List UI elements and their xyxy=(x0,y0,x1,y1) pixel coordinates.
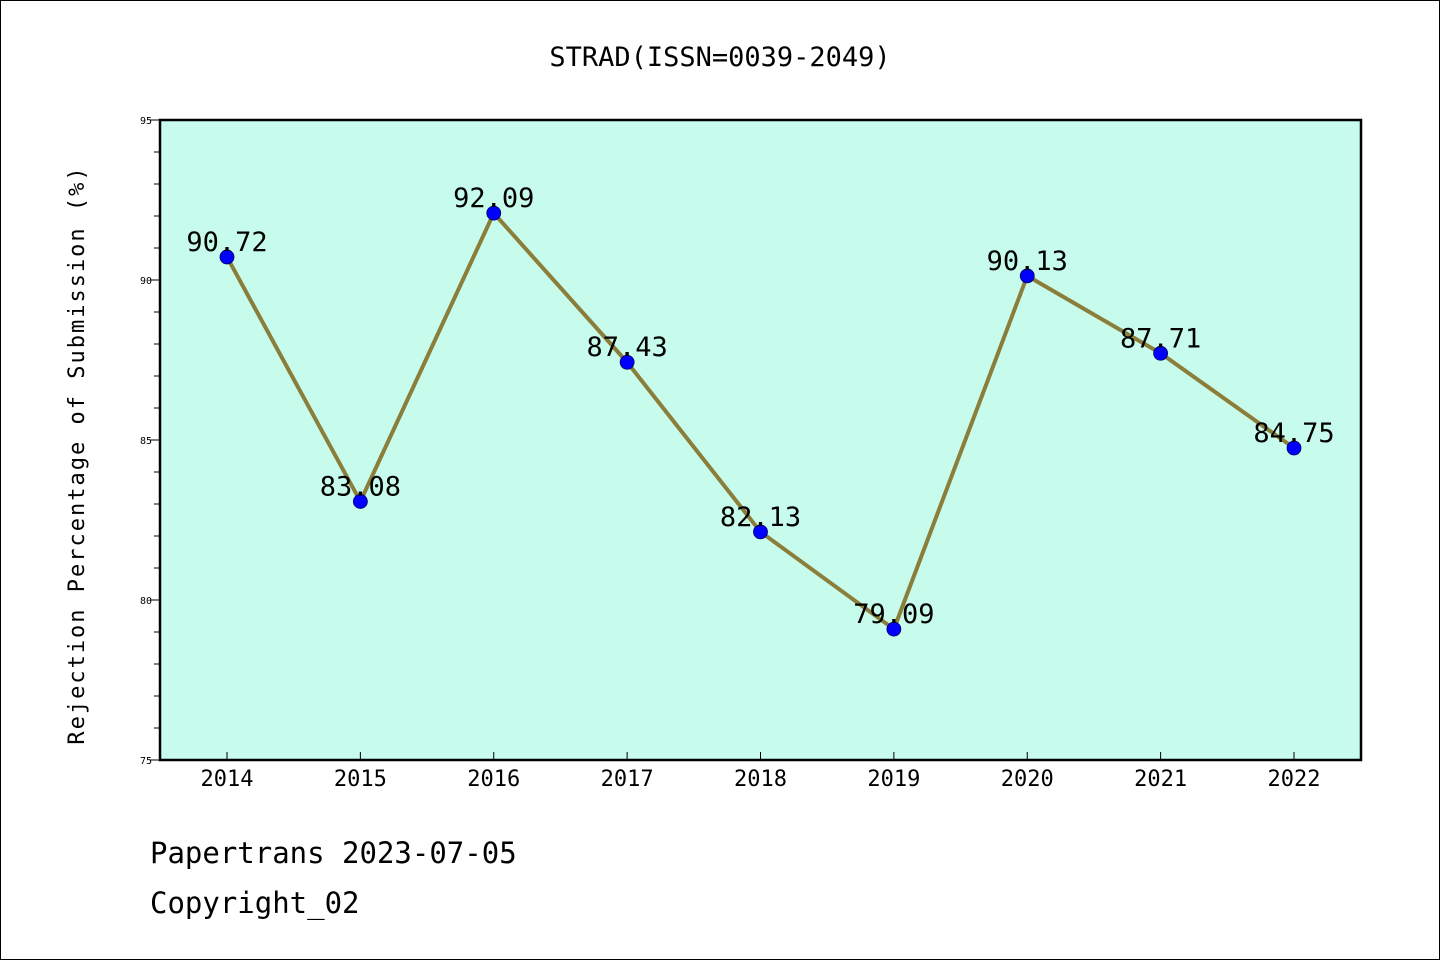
data-label: 82.13 xyxy=(720,502,801,533)
data-point xyxy=(886,621,902,637)
x-tick-label: 2019 xyxy=(867,767,920,792)
y-tick-label: 85 xyxy=(140,436,152,447)
data-label: 92.09 xyxy=(453,183,534,214)
y-axis: 75 80 85 90 95 xyxy=(140,116,160,767)
data-label: 87.43 xyxy=(586,332,667,363)
y-axis-label: Rejection Percentage of Submission (%) xyxy=(65,165,90,744)
data-point xyxy=(1286,440,1302,456)
data-label: 84.75 xyxy=(1253,418,1334,449)
data-point xyxy=(1019,268,1035,284)
data-label: 90.13 xyxy=(987,246,1068,277)
x-tick-label: 2015 xyxy=(334,767,387,792)
data-label: 87.71 xyxy=(1120,323,1201,354)
data-point xyxy=(1153,345,1169,361)
copyright-note: Copyright_02 xyxy=(150,886,360,920)
data-point xyxy=(219,249,235,265)
y-tick-label: 95 xyxy=(140,116,152,127)
x-axis: 2014 2015 2016 2017 2018 2019 2020 2021 2022 xyxy=(201,752,1321,792)
data-label: 79.09 xyxy=(853,599,934,630)
x-tick-label: 2020 xyxy=(1001,767,1054,792)
x-tick-label: 2022 xyxy=(1268,767,1321,792)
data-point xyxy=(352,494,368,509)
x-tick-label: 2016 xyxy=(467,767,520,792)
x-tick-label: 2017 xyxy=(601,767,654,792)
y-tick-label: 80 xyxy=(140,596,152,607)
data-point xyxy=(753,524,768,540)
source-note: Papertrans 2023-07-05 xyxy=(150,836,517,870)
x-tick-label: 2021 xyxy=(1134,767,1187,792)
x-tick-label: 2014 xyxy=(201,767,254,792)
x-tick-label: 2018 xyxy=(734,767,787,792)
series-line-group: 90.72 83.08 92.09 87.43 82.13 79.09 90.13 87.71… xyxy=(186,183,1335,637)
data-point xyxy=(486,205,502,221)
data-label: 83.08 xyxy=(320,471,401,502)
y-tick-label: 75 xyxy=(140,756,152,767)
y-tick-label: 90 xyxy=(140,276,152,287)
data-label: 90.72 xyxy=(186,227,267,258)
chart-title: STRAD(ISSN=0039-2049) xyxy=(549,42,890,73)
plot-area xyxy=(158,118,1363,762)
data-point xyxy=(619,354,635,370)
